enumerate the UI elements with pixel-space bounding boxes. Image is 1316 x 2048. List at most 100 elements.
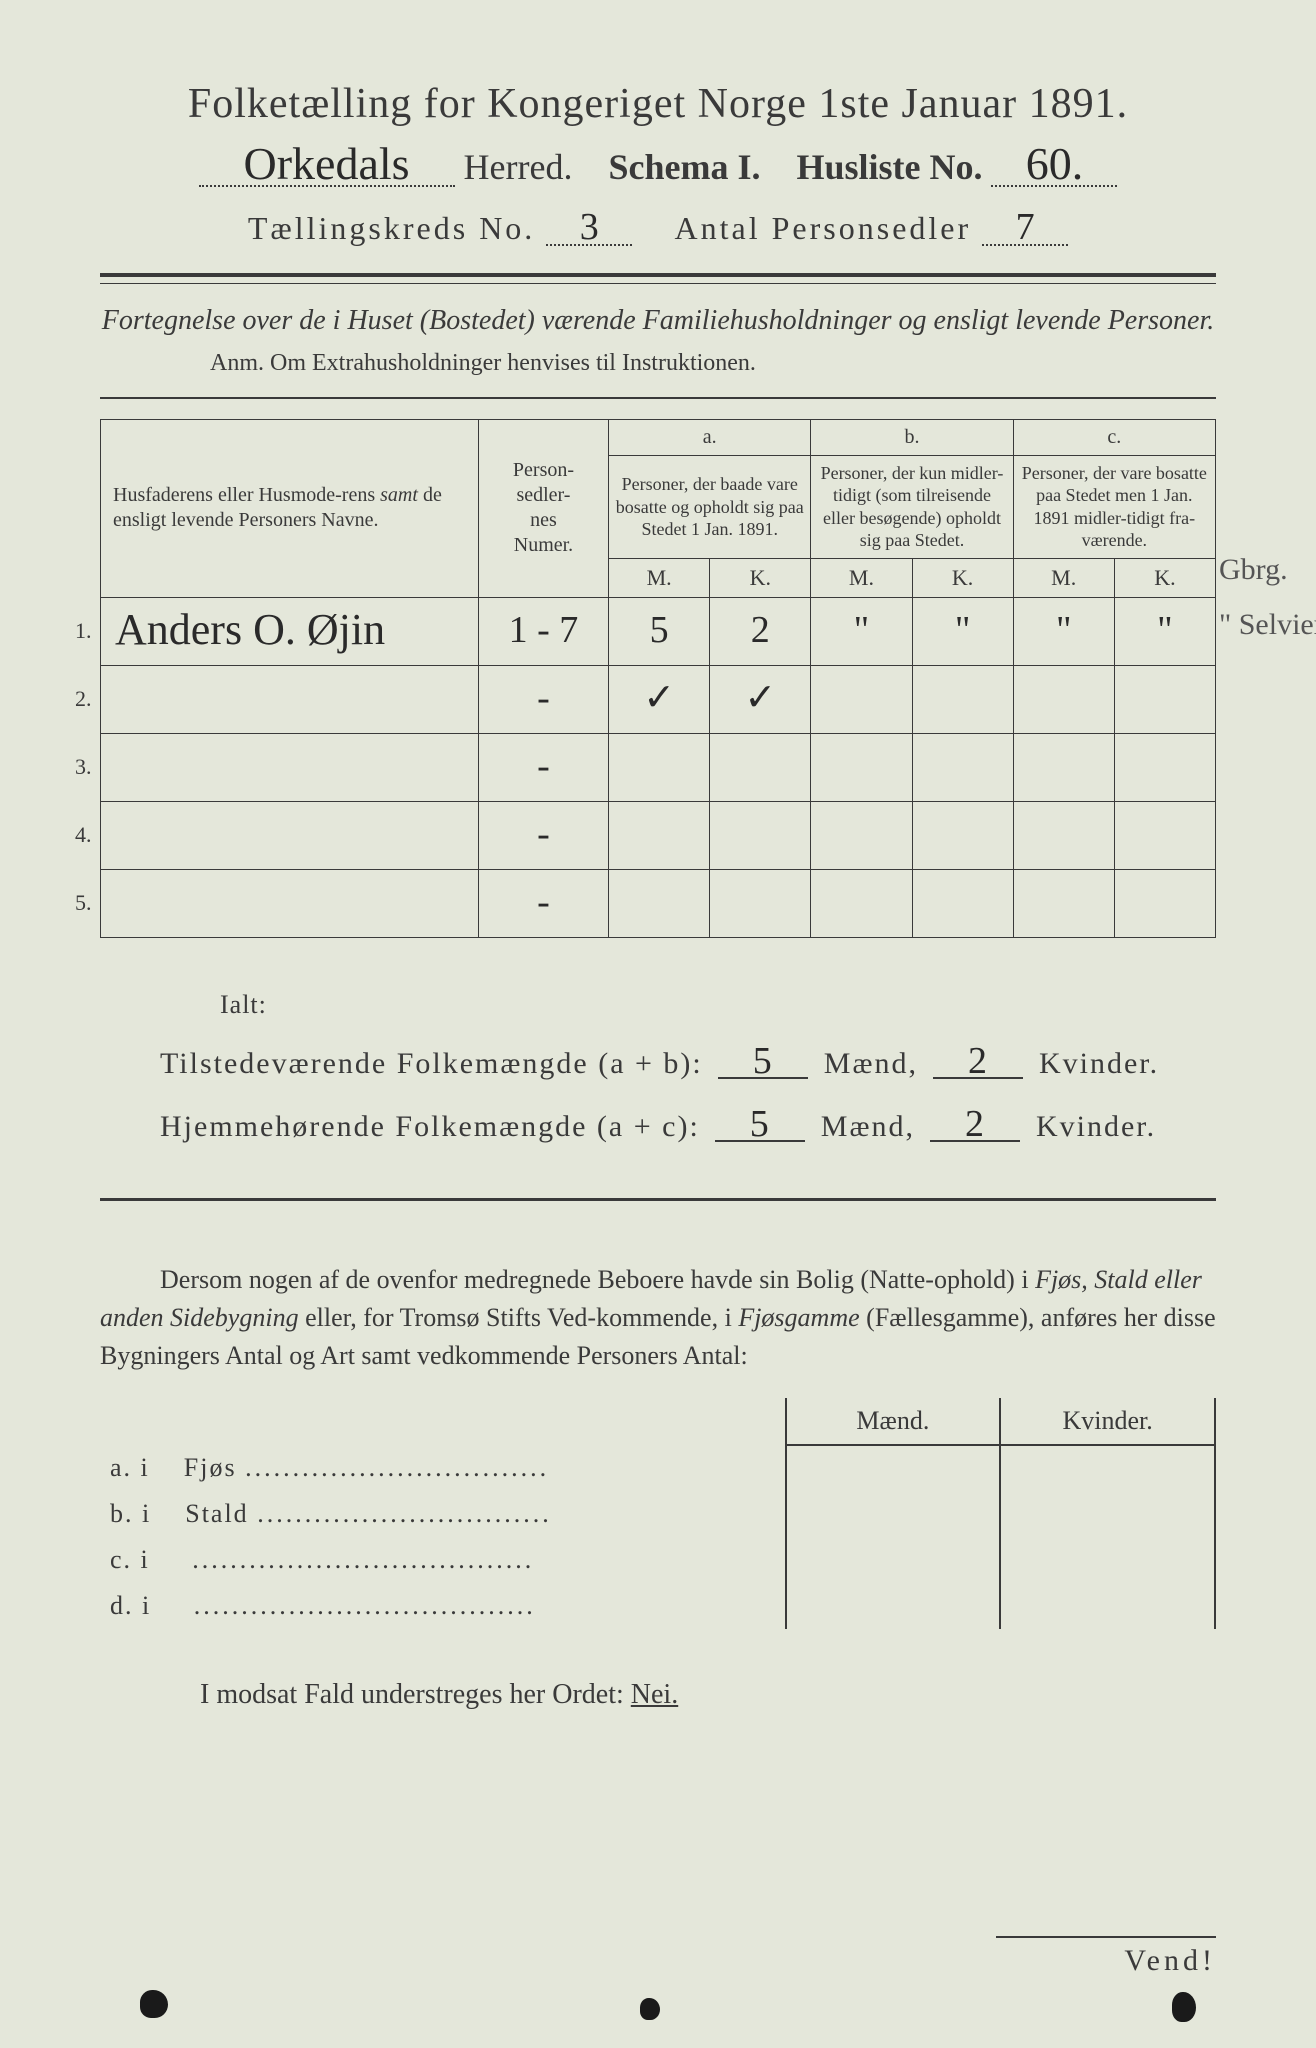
a-k: K. — [710, 558, 811, 597]
row-number: 3. — [75, 754, 92, 780]
cell-value: " — [955, 609, 971, 651]
data-cell: 1 - 7 — [478, 597, 608, 665]
row-number: 4. — [75, 822, 92, 848]
c-m: M. — [1013, 558, 1114, 597]
cell-value: - — [537, 745, 550, 787]
dots: .................................... — [192, 1545, 534, 1574]
data-cell: " — [811, 597, 912, 665]
ink-blot-1 — [140, 1990, 168, 2018]
name-cell: 1.Anders O. Øjin — [101, 597, 479, 665]
herred-label: Herred. — [464, 147, 573, 187]
husliste-label: Husliste No. — [796, 147, 982, 187]
row-number: 1. — [75, 618, 92, 644]
cell-value: " — [854, 609, 870, 651]
c-k: K. Gbrg. — [1114, 558, 1215, 597]
data-cell — [1114, 665, 1215, 733]
herred-value: Orkedals — [199, 146, 455, 187]
person-name: Anders O. Øjin — [115, 605, 385, 654]
bottom-label-cell: b. i Stald .............................… — [100, 1491, 786, 1537]
antal-value: 7 — [982, 212, 1068, 246]
data-cell — [1114, 801, 1215, 869]
data-cell — [811, 801, 912, 869]
data-cell — [1114, 869, 1215, 937]
bottom-row: d. i ...................................… — [100, 1583, 1215, 1629]
bottom-row: b. i Stald .............................… — [100, 1491, 1215, 1537]
tilstede-maend: 5 — [718, 1046, 808, 1078]
bottom-maend-header: Mænd. — [786, 1398, 1001, 1445]
divider-3 — [100, 1198, 1216, 1201]
data-cell: " — [912, 597, 1013, 665]
hjemme-kvinder: 2 — [930, 1109, 1020, 1141]
bottom-maend-cell — [786, 1537, 1001, 1583]
cell-value: - — [537, 881, 550, 923]
data-cell: - — [478, 801, 608, 869]
data-cell: 2 — [710, 597, 811, 665]
b-k: K. — [912, 558, 1013, 597]
cell-value: 2 — [751, 609, 770, 651]
data-cell — [710, 801, 811, 869]
bottom-row-text: Stald — [185, 1499, 248, 1528]
nei-word: Nei. — [631, 1679, 678, 1710]
antal-label: Antal Personsedler — [675, 210, 972, 246]
cell-value: ✓ — [643, 677, 675, 719]
margin-note-top: Gbrg. — [1219, 553, 1288, 587]
header-line-2: Tællingskreds No. 3 Antal Personsedler 7 — [100, 210, 1216, 247]
group-b-text: Personer, der kun midler-tidigt (som til… — [811, 455, 1013, 558]
divider-2 — [100, 397, 1216, 399]
census-table: Husfaderens eller Husmode-rens samt de e… — [100, 419, 1216, 938]
nei-text: I modsat Fald understreges her Ordet: — [200, 1679, 624, 1710]
dots: ................................ — [245, 1453, 549, 1482]
data-cell — [1013, 869, 1114, 937]
cell-value: 1 - 7 — [509, 609, 579, 651]
data-cell: ✓ — [710, 665, 811, 733]
paragraph-text: Dersom nogen af de ovenfor medregnede Be… — [100, 1261, 1216, 1374]
dots: ............................... — [257, 1499, 552, 1528]
cell-value: 5 — [650, 609, 669, 651]
data-cell — [609, 801, 710, 869]
data-cell: ✓ — [609, 665, 710, 733]
row-number: 5. — [75, 890, 92, 916]
b-m: M. — [811, 558, 912, 597]
bottom-maend-cell — [786, 1445, 1001, 1491]
table-row: 5.- — [101, 869, 1216, 937]
data-cell: 5 — [609, 597, 710, 665]
cell-value: - — [537, 813, 550, 855]
data-cell — [811, 665, 912, 733]
maend-label-1: Mænd, — [824, 1047, 918, 1080]
bottom-row-text: Fjøs — [184, 1453, 237, 1482]
ink-blot-2 — [640, 1998, 660, 2020]
data-cell — [1114, 733, 1215, 801]
kvinder-label-1: Kvinder. — [1039, 1047, 1159, 1080]
table-row: 2.-✓✓ — [101, 665, 1216, 733]
bottom-row-label: c. i — [110, 1545, 150, 1574]
col-num-header: Person-sedler-nesNumer. — [478, 419, 608, 597]
bottom-row-label: d. i — [110, 1591, 151, 1620]
kvinder-label-2: Kvinder. — [1036, 1110, 1156, 1143]
page-title: Folketælling for Kongeriget Norge 1ste J… — [100, 80, 1216, 128]
table-row: 3. - — [101, 733, 1216, 801]
census-form-page: Folketælling for Kongeriget Norge 1ste J… — [0, 0, 1316, 2048]
bottom-kvinder-cell — [1000, 1537, 1215, 1583]
dots: .................................... — [194, 1591, 536, 1620]
col-names-header: Husfaderens eller Husmode-rens samt de e… — [101, 419, 479, 597]
ialt-label: Ialt: — [220, 978, 1216, 1033]
data-cell — [912, 665, 1013, 733]
bottom-kvinder-cell — [1000, 1583, 1215, 1629]
schema-label: Schema I. — [608, 147, 760, 187]
table-row: 1.Anders O. Øjin1 - 752""""" Selvier — [101, 597, 1216, 665]
data-cell — [1013, 665, 1114, 733]
table-row: 4.- — [101, 801, 1216, 869]
data-cell — [912, 733, 1013, 801]
group-b-label: b. — [811, 419, 1013, 455]
a-m: M. — [609, 558, 710, 597]
intro-text: Fortegnelse over de i Huset (Bostedet) v… — [100, 302, 1216, 340]
data-cell: - — [478, 665, 608, 733]
kreds-label: Tællingskreds No. — [248, 210, 535, 246]
name-cell: 3. — [101, 733, 479, 801]
tilstede-kvinder: 2 — [933, 1046, 1023, 1078]
divider-1 — [100, 273, 1216, 284]
anm-text: Anm. Om Extrahusholdninger henvises til … — [210, 350, 1216, 377]
husliste-value: 60. — [991, 146, 1117, 187]
data-cell — [912, 869, 1013, 937]
data-cell — [811, 733, 912, 801]
